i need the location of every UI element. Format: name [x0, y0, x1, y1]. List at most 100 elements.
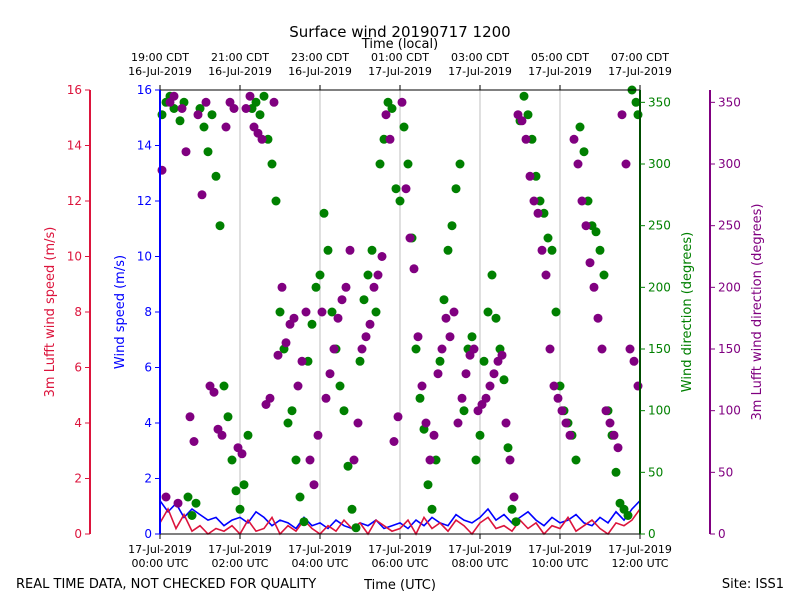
data-point [405, 233, 415, 243]
data-point [259, 91, 269, 101]
data-point [571, 455, 581, 465]
data-point [355, 356, 365, 366]
data-point [519, 91, 529, 101]
top-tick-label-date: 17-Jul-2019 [368, 65, 432, 78]
data-point [329, 344, 339, 354]
bottom-tick-label-date: 17-Jul-2019 [208, 543, 272, 556]
data-point [157, 110, 167, 120]
data-point [245, 91, 255, 101]
data-point [339, 406, 349, 416]
data-point [621, 159, 631, 169]
data-point [353, 418, 363, 428]
data-point [517, 116, 527, 126]
data-point [289, 313, 299, 323]
data-point [561, 418, 571, 428]
data-point [239, 480, 249, 490]
data-point [589, 282, 599, 292]
data-point [511, 517, 521, 527]
data-point [385, 134, 395, 144]
data-point [301, 307, 311, 317]
data-point [323, 245, 333, 255]
data-point [543, 233, 553, 243]
data-point [235, 504, 245, 514]
left-outer-axis-tick-label: 12 [67, 194, 82, 208]
data-point [267, 159, 277, 169]
data-point [629, 356, 639, 366]
data-point [575, 122, 585, 132]
bottom-tick-label-time: 00:00 UTC [131, 557, 188, 570]
data-point [449, 307, 459, 317]
data-point [175, 116, 185, 126]
data-point [577, 196, 587, 206]
data-point [599, 270, 609, 280]
data-point [453, 418, 463, 428]
data-point [625, 344, 635, 354]
data-point [185, 412, 195, 422]
top-tick-label-date: 16-Jul-2019 [208, 65, 272, 78]
data-point [231, 486, 241, 496]
data-point [251, 97, 261, 107]
data-point [325, 369, 335, 379]
data-point [201, 97, 211, 107]
data-point [227, 455, 237, 465]
data-point [319, 208, 329, 218]
top-tick-label-time: 05:00 CDT [531, 51, 589, 64]
data-point [503, 443, 513, 453]
data-point [395, 196, 405, 206]
bottom-tick-label-date: 17-Jul-2019 [608, 543, 672, 556]
data-point [591, 227, 601, 237]
data-point [565, 430, 575, 440]
data-point [533, 208, 543, 218]
data-point [341, 282, 351, 292]
data-point [557, 406, 567, 416]
left-outer-axis-label: 3m Lufft wind speed (m/s) [43, 227, 58, 398]
data-point [413, 332, 423, 342]
chart-title: Surface wind 20190717 1200 [289, 23, 510, 41]
data-point [199, 122, 209, 132]
data-point [365, 319, 375, 329]
data-point [349, 455, 359, 465]
data-point [381, 110, 391, 120]
right-outer-axis-tick-label: 0 [718, 527, 726, 541]
data-point [497, 350, 507, 360]
data-point [443, 245, 453, 255]
left-inner-axis-tick-label: 12 [137, 194, 152, 208]
top-axis-label: Time (local) [361, 37, 438, 52]
data-point [327, 307, 337, 317]
data-point [525, 171, 535, 181]
data-point [521, 134, 531, 144]
data-point [509, 492, 519, 502]
data-point [433, 369, 443, 379]
data-point [315, 270, 325, 280]
data-point [481, 393, 491, 403]
right-inner-axis-label: Wind direction (degrees) [680, 232, 695, 392]
data-point [611, 467, 621, 477]
data-point [411, 344, 421, 354]
top-tick-label-time: 21:00 CDT [211, 51, 269, 64]
data-point [371, 307, 381, 317]
data-point [387, 104, 397, 113]
top-tick-label-date: 17-Jul-2019 [608, 65, 672, 78]
left-outer-axis-tick-label: 4 [74, 416, 82, 430]
data-point [307, 319, 317, 329]
bottom-tick-label-date: 17-Jul-2019 [128, 543, 192, 556]
data-point [229, 104, 239, 113]
data-point [399, 122, 409, 132]
data-point [617, 110, 627, 120]
data-point [441, 313, 451, 323]
data-point [553, 393, 563, 403]
data-point [581, 221, 591, 231]
left-inner-axis-tick-label: 14 [137, 139, 152, 153]
data-point [429, 430, 439, 440]
data-point [487, 270, 497, 280]
data-point [299, 517, 309, 527]
data-point [485, 381, 495, 391]
top-tick-label-time: 03:00 CDT [451, 51, 509, 64]
data-point [221, 122, 231, 132]
bottom-tick-label-time: 12:00 UTC [611, 557, 668, 570]
left-inner-axis-tick-label: 2 [144, 472, 152, 486]
data-point [403, 159, 413, 169]
data-point [369, 282, 379, 292]
top-tick-label-time: 23:00 CDT [291, 51, 349, 64]
footer-site: Site: ISS1 [722, 577, 784, 592]
